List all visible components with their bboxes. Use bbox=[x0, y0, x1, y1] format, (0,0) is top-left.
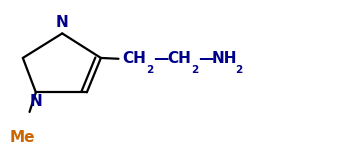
Text: N: N bbox=[30, 94, 42, 109]
Text: N: N bbox=[56, 15, 68, 30]
Text: 2: 2 bbox=[235, 65, 243, 75]
Text: NH: NH bbox=[212, 51, 238, 66]
Text: —: — bbox=[153, 51, 168, 66]
Text: Me: Me bbox=[10, 130, 35, 145]
Text: CH: CH bbox=[167, 51, 191, 66]
Text: —: — bbox=[198, 51, 213, 66]
Text: 2: 2 bbox=[146, 65, 153, 75]
Text: 2: 2 bbox=[191, 65, 198, 75]
Text: CH: CH bbox=[122, 51, 146, 66]
